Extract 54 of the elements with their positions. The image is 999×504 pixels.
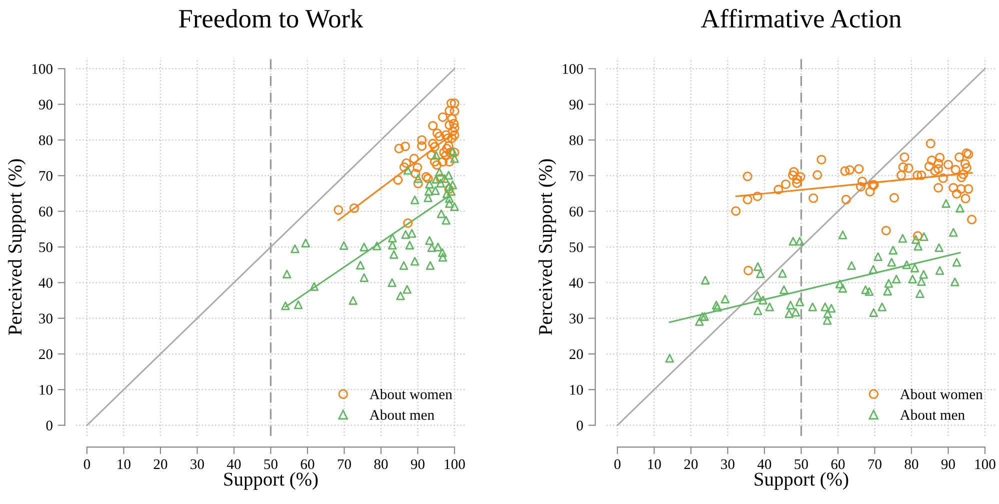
x-tick-label: 0 — [614, 459, 621, 470]
y-tick-label: 100 — [32, 64, 52, 74]
x-tick-label: 30 — [721, 459, 734, 470]
x-tick-label: 0 — [84, 459, 90, 470]
y-tick-label: 20 — [570, 349, 583, 360]
chart-title: Freedom to Work — [178, 9, 364, 28]
x-tick-label: 30 — [190, 459, 204, 470]
x-tick-label: 10 — [648, 459, 661, 470]
x-tick-label: 20 — [684, 459, 698, 470]
y-axis-title: Perceived Support (%) — [8, 159, 26, 335]
y-axis-title: Perceived Support (%) — [538, 159, 556, 335]
y-tick-label: 60 — [570, 206, 583, 217]
y-tick-label: 60 — [39, 206, 52, 217]
y-tick-label: 10 — [40, 384, 52, 395]
legend-label: About women — [370, 389, 452, 400]
y-tick-label: 70 — [570, 171, 583, 181]
y-tick-label: 0 — [46, 420, 52, 430]
y-tick-label: 40 — [569, 278, 583, 288]
legend-label: About men — [370, 410, 434, 420]
x-axis-title: Support (%) — [224, 472, 318, 490]
y-tick-label: 0 — [576, 420, 583, 430]
y-tick-label: 80 — [569, 135, 583, 146]
y-tick-label: 70 — [39, 171, 52, 181]
x-tick-label: 70 — [868, 459, 882, 470]
x-tick-label: 40 — [226, 459, 241, 470]
y-tick-label: 40 — [38, 278, 52, 288]
y-tick-label: 100 — [562, 64, 583, 74]
y-tick-label: 30 — [39, 314, 52, 324]
x-tick-label: 60 — [300, 459, 314, 470]
x-tick-label: 20 — [154, 459, 168, 470]
y-tick-label: 50 — [570, 242, 583, 252]
x-tick-label: 80 — [904, 459, 918, 470]
x-tick-label: 80 — [374, 459, 388, 470]
x-tick-label: 50 — [264, 459, 278, 470]
y-tick-label: 90 — [38, 100, 52, 110]
y-tick-label: 80 — [38, 135, 52, 146]
x-tick-label: 70 — [338, 459, 351, 470]
x-tick-label: 10 — [118, 459, 130, 470]
x-tick-label: 90 — [941, 459, 955, 470]
y-tick-label: 30 — [570, 314, 583, 324]
y-tick-label: 10 — [570, 384, 583, 395]
x-tick-label: 100 — [975, 459, 996, 470]
x-tick-label: 100 — [444, 459, 465, 470]
x-tick-label: 40 — [757, 459, 772, 470]
x-axis-title: Support (%) — [754, 472, 848, 490]
legend-label: About women — [900, 389, 983, 400]
y-tick-label: 90 — [569, 100, 583, 110]
chart-title: Affirmative Action — [700, 8, 902, 28]
legend-label: About men — [900, 410, 965, 420]
x-tick-label: 60 — [831, 459, 845, 470]
x-tick-label: 90 — [410, 459, 424, 470]
x-tick-label: 50 — [794, 459, 808, 470]
y-tick-label: 50 — [39, 242, 52, 252]
y-tick-label: 20 — [39, 349, 52, 360]
